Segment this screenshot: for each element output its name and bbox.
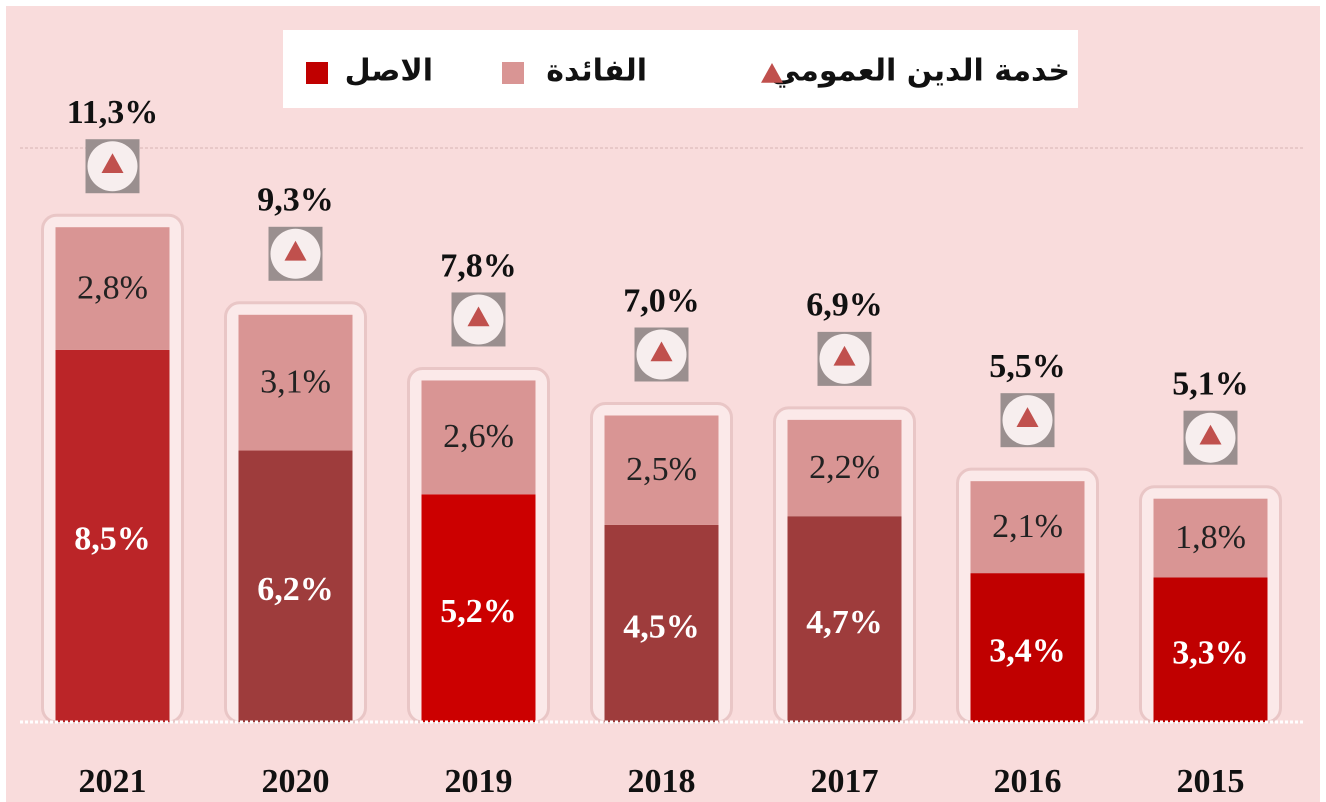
bar-segment	[238, 314, 353, 451]
x-tick-label: 2016	[994, 763, 1062, 800]
total-label: 9,3%	[257, 182, 334, 219]
bar-segment	[970, 573, 1085, 722]
bar-segment	[55, 227, 170, 350]
x-tick-label: 2015	[1177, 763, 1245, 800]
value-label: 2,2%	[809, 449, 880, 486]
legend-label: خدمة الدين العمومي	[770, 54, 1070, 89]
total-label: 6,9%	[806, 287, 883, 324]
bar-segment	[421, 494, 536, 722]
value-label: 5,2%	[440, 593, 517, 630]
bar-segment	[55, 349, 170, 722]
legend-swatch	[306, 62, 328, 84]
total-marker	[284, 240, 307, 261]
value-label: 3,1%	[260, 363, 331, 400]
value-label: 6,2%	[257, 571, 334, 608]
legend-box	[283, 30, 1078, 108]
value-label: 2,8%	[77, 269, 148, 306]
legend-label: الاصل	[345, 54, 433, 89]
x-tick-label: 2021	[79, 763, 147, 800]
bar-segment	[787, 419, 902, 517]
value-label: 2,6%	[443, 418, 514, 455]
x-tick-label: 2019	[445, 763, 513, 800]
x-tick-label: 2017	[811, 763, 879, 800]
total-label: 5,5%	[989, 348, 1066, 385]
total-marker	[833, 345, 856, 366]
total-marker	[650, 341, 673, 362]
bar-segment	[421, 380, 536, 495]
bar-segment	[604, 415, 719, 525]
bar-segment	[1153, 577, 1268, 722]
total-label: 7,0%	[623, 282, 700, 319]
value-label: 1,8%	[1175, 519, 1246, 556]
x-tick-label: 2018	[628, 763, 696, 800]
bar-segment	[787, 516, 902, 722]
legend-label: الفائدة	[546, 54, 647, 89]
value-label: 3,3%	[1172, 635, 1249, 672]
legend-swatch	[502, 62, 524, 84]
total-marker	[101, 153, 124, 174]
x-tick-label: 2020	[262, 763, 330, 800]
total-marker	[1016, 407, 1039, 427]
value-label: 2,1%	[992, 508, 1063, 545]
value-label: 4,5%	[623, 608, 700, 645]
legend: خدمة الدين العمومي الفائدة الاصل	[306, 54, 1070, 89]
value-label: 2,5%	[626, 451, 697, 488]
total-label: 7,8%	[440, 247, 517, 284]
total-marker	[467, 306, 490, 327]
value-label: 4,7%	[806, 604, 883, 641]
bar-segment	[238, 450, 353, 722]
total-marker	[1199, 424, 1222, 445]
value-label: 3,4%	[989, 632, 1066, 669]
bar-segment	[1153, 498, 1268, 578]
total-marker	[761, 63, 783, 83]
value-label: 8,5%	[74, 521, 151, 558]
bar-segment	[604, 524, 719, 722]
bars: 8,5% 2,8% 11,3% 2021 6,2% 3,1% 9,3% 2020 5,2% 2,6…	[41, 94, 1282, 800]
total-label: 11,3%	[67, 94, 159, 131]
bar-segment	[970, 481, 1085, 574]
total-label: 5,1%	[1172, 365, 1249, 402]
